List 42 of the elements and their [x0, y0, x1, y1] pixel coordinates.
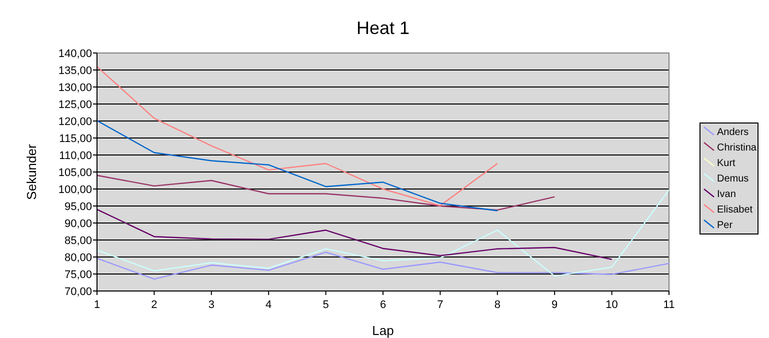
legend-label: Elisabet [717, 204, 753, 216]
y-tick-label: 100,00 [58, 184, 92, 196]
y-tick-label: 80,00 [64, 252, 92, 264]
y-tick-label: 120,00 [58, 116, 92, 128]
x-tick-label: 5 [322, 299, 329, 311]
x-tick-label: 11 [663, 299, 675, 311]
y-tick-label: 135,00 [58, 65, 92, 77]
legend-label: Demus [717, 174, 749, 184]
line-series [96, 189, 670, 277]
line-series [96, 174, 556, 211]
x-tick-label: 6 [380, 299, 386, 311]
line-series [96, 208, 612, 260]
line-series [96, 66, 498, 206]
x-tick-label: 8 [494, 299, 500, 311]
legend-label: Kurt [717, 158, 736, 169]
x-axis-title: Lap [372, 323, 394, 338]
legend-label: Christina [717, 142, 757, 154]
legend-label: Per [717, 220, 734, 231]
y-tick-label: 115,00 [59, 133, 92, 145]
x-tick-label: 3 [208, 299, 214, 311]
y-tick-label: 105,00 [58, 167, 92, 179]
y-axis-title: Sekunder [24, 144, 39, 200]
y-tick-label: 90,00 [64, 218, 92, 230]
legend-label: Anders [717, 127, 749, 138]
y-tick-label: 75,00 [64, 269, 92, 281]
y-tick-label: 140,00 [58, 48, 92, 60]
x-tick-label: 2 [151, 299, 158, 311]
y-tick-label: 85,00 [64, 235, 92, 247]
line-series [96, 252, 670, 280]
chart-title: Heat 1 [356, 18, 410, 38]
x-tick-label: 9 [552, 299, 558, 311]
y-tick-label: 95,00 [64, 201, 92, 213]
y-tick-label: 70,00 [64, 286, 92, 298]
y-tick-label: 110,00 [59, 150, 92, 162]
y-tick-label: 130,00 [58, 82, 92, 94]
x-tick-label: 1 [94, 299, 100, 311]
x-tick-label: 4 [266, 299, 272, 311]
line-series [96, 120, 498, 212]
legend-label: Ivan [717, 189, 736, 200]
y-tick-label: 125,00 [58, 99, 92, 111]
x-tick-label: 10 [606, 299, 618, 311]
x-tick-label: 7 [437, 299, 444, 311]
